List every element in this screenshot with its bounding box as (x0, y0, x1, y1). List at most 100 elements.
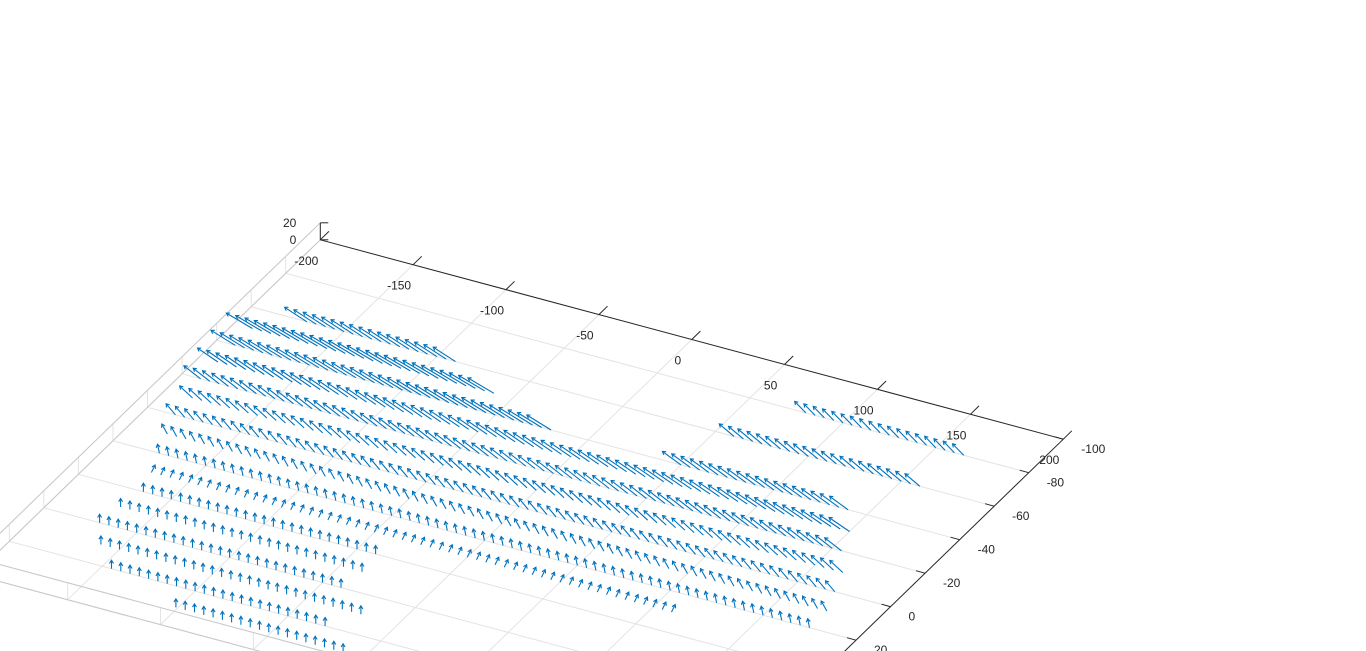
quiver-arrow (849, 415, 862, 429)
quiver-arrow (190, 538, 195, 548)
y-gridline (9, 540, 420, 651)
quiver-arrow (438, 412, 460, 428)
box-edge (0, 564, 324, 651)
quiver-arrow (146, 569, 152, 579)
quiver-arrow (363, 542, 369, 552)
quiver-arrow (605, 457, 627, 473)
quiver-arrow (717, 529, 732, 544)
quiver-arrow (698, 524, 714, 539)
quiver-arrow (410, 404, 432, 420)
quiver-arrow (818, 514, 841, 530)
quiver-arrow (513, 561, 519, 570)
quiver-arrow (615, 588, 621, 598)
quiver-arrow (498, 449, 517, 464)
quiver-arrow (610, 479, 629, 494)
quiver-arrow (414, 384, 440, 401)
x-gridline (0, 239, 321, 551)
quiver-arrow (606, 542, 614, 554)
quiver-arrow (229, 527, 235, 537)
quiver-arrow (308, 506, 314, 516)
quiver-arrow (703, 504, 722, 519)
quiver-arrow (413, 341, 438, 358)
quiver-arrow (657, 577, 663, 589)
quiver-arrow (848, 458, 865, 472)
quiver-arrow (135, 544, 141, 555)
quiver-arrow (118, 561, 124, 572)
quiver-arrow (286, 435, 297, 448)
quiver-arrow (610, 565, 616, 576)
quiver-arrow (248, 532, 254, 542)
quiver-arrow (480, 530, 486, 541)
quiver-arrow (221, 417, 232, 431)
quiver-arrow (392, 528, 398, 538)
quiver-arrow (374, 480, 382, 492)
quiver-arrow (656, 492, 675, 507)
quiver-arrow (549, 442, 572, 458)
quiver-arrow (601, 520, 613, 533)
quiver-arrow (182, 600, 188, 610)
quiver-arrow (150, 484, 156, 495)
quiver-arrow (391, 399, 414, 415)
quiver-arrow (595, 454, 618, 470)
quiver-arrow (143, 525, 149, 536)
quiver-arrow (569, 532, 577, 544)
quiver-arrow (179, 428, 187, 440)
quiver-arrow (737, 428, 754, 442)
quiver-arrow (376, 331, 401, 348)
quiver-arrow (382, 397, 405, 413)
quiver-arrow (452, 522, 458, 534)
quiver-arrow (136, 502, 142, 512)
quiver-arrow (258, 427, 269, 441)
quiver-arrow (484, 424, 507, 440)
quiver-arrow (513, 517, 521, 529)
quiver-arrow (239, 594, 244, 604)
quiver-arrow (633, 464, 655, 480)
quiver-arrow (796, 615, 802, 626)
quiver-arrow (698, 460, 719, 476)
quiver-arrow (340, 364, 366, 381)
quiver-arrow (401, 445, 416, 459)
quiver-arrow (620, 525, 631, 538)
quiver-arrow (433, 389, 459, 406)
quiver-arrow (611, 522, 622, 535)
quiver-arrow (275, 390, 294, 405)
quiver-arrow (503, 472, 519, 486)
quiver-arrow (651, 469, 674, 485)
quiver-arrow (228, 334, 255, 351)
y-tick-label: -20 (943, 576, 961, 590)
quiver-arrow (671, 517, 686, 531)
quiver-arrow (183, 579, 189, 589)
quiver-arrow (197, 476, 203, 486)
quiver-arrow (885, 468, 902, 482)
quiver-arrow (303, 547, 309, 557)
quiver-arrow (180, 535, 186, 546)
quiver-arrow (420, 536, 426, 546)
quiver-arrow (457, 374, 485, 392)
quiver-arrow (227, 548, 233, 558)
quiver-arrow (322, 552, 328, 562)
quiver-arrow (98, 534, 104, 545)
quiver-arrow (466, 548, 472, 558)
quiver-arrow (336, 427, 351, 441)
quiver-arrow (247, 574, 252, 585)
quiver-arrow (494, 556, 500, 565)
quiver-arrow (461, 439, 480, 455)
quiver-arrow (671, 560, 679, 572)
quiver-arrow (679, 477, 702, 493)
quiver-arrow (620, 567, 625, 579)
quiver-arrow (531, 566, 537, 575)
quiver-arrow (792, 592, 800, 604)
quiver-arrow (249, 425, 260, 438)
quiver-arrow (773, 544, 788, 558)
quiver-arrow (727, 425, 744, 440)
quiver-arrow (868, 420, 881, 434)
quiver-arrow (434, 517, 440, 529)
quiver-arrow (168, 489, 174, 500)
quiver-arrow (330, 597, 336, 607)
quiver-arrow (494, 470, 509, 484)
quiver-arrow (596, 583, 602, 593)
quiver-arrow (801, 445, 819, 460)
quiver-arrow (383, 482, 391, 495)
quiver-arrow (178, 385, 193, 399)
